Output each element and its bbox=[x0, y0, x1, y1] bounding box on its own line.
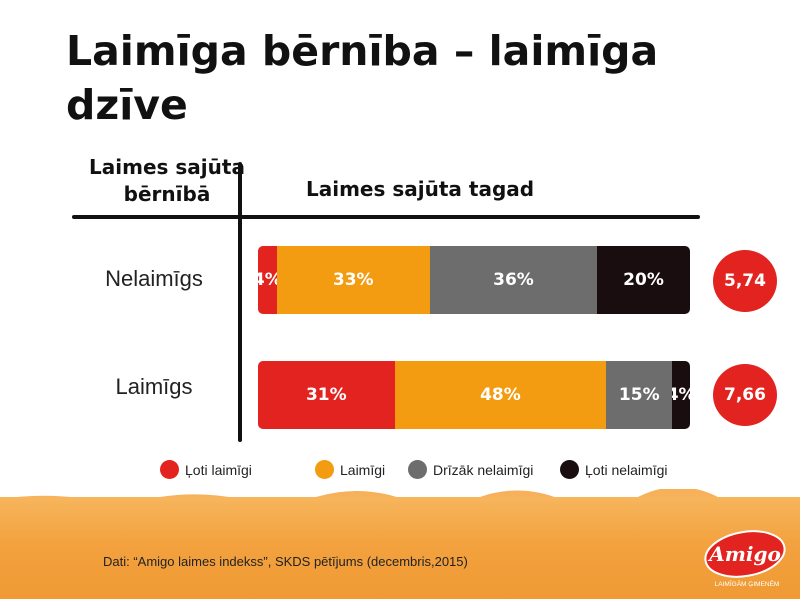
data-label: 36% bbox=[493, 270, 534, 290]
legend-label: Ļoti nelaimīgi bbox=[585, 461, 668, 478]
chart-legend: Ļoti laimīgi Laimīgi Drīzāk nelaimīgi Ļo… bbox=[160, 460, 720, 482]
data-label: 33% bbox=[332, 270, 374, 290]
header-divider-line bbox=[72, 215, 700, 219]
bar-segment: 48% bbox=[394, 361, 607, 429]
bar-segment: 4% bbox=[672, 361, 690, 429]
row-divider-line bbox=[238, 162, 242, 442]
logo-wordmark: Amigo bbox=[707, 542, 781, 566]
legend-item: Laimīgi bbox=[315, 460, 385, 479]
data-label: 48% bbox=[480, 385, 521, 405]
amigo-logo: Amigo LAIMĪGĀM ĢIMENĒM bbox=[704, 530, 786, 588]
bar-segment: 4% bbox=[258, 246, 277, 314]
legend-swatch bbox=[560, 460, 579, 479]
legend-item: Drīzāk nelaimīgi bbox=[408, 460, 533, 479]
index-value-badge: 7,66 bbox=[713, 364, 777, 426]
legend-label: Drīzāk nelaimīgi bbox=[433, 461, 534, 478]
data-label: 20% bbox=[623, 270, 664, 290]
bar-segment: 31% bbox=[258, 361, 395, 429]
bar-segment: 15% bbox=[606, 361, 673, 429]
data-label: 31% bbox=[305, 385, 347, 405]
slide-title: Laimīga bērnība – laimīga dzīve bbox=[66, 27, 659, 129]
legend-item: Ļoti nelaimīgi bbox=[560, 460, 668, 479]
source-note: Dati: “Amigo laimes indekss”, SKDS pētīj… bbox=[103, 554, 468, 569]
data-label: 4% bbox=[672, 385, 690, 405]
bar-segment: 36% bbox=[429, 246, 598, 314]
column-axis-header: Laimes sajūta tagad bbox=[306, 177, 535, 201]
bar-segment: 20% bbox=[597, 246, 690, 314]
row-label-unhappy: Nelaimīgs bbox=[105, 266, 203, 291]
legend-label: Ļoti laimīgi bbox=[185, 461, 252, 478]
bar-segment: 33% bbox=[276, 246, 430, 314]
row-label-happy: Laimīgs bbox=[115, 374, 193, 399]
legend-swatch bbox=[315, 460, 334, 479]
data-label: 4% bbox=[258, 270, 277, 290]
footer-band bbox=[0, 497, 800, 599]
index-value-badge: 5,74 bbox=[713, 250, 777, 312]
legend-swatch bbox=[408, 460, 427, 479]
row-axis-header: Laimes sajūta bērnībā bbox=[89, 155, 245, 206]
legend-item: Ļoti laimīgi bbox=[160, 460, 252, 479]
stacked-bar-unhappy: 4% 33% 36% 20% bbox=[258, 246, 690, 314]
legend-swatch bbox=[160, 460, 179, 479]
logo-tagline: LAIMĪGĀM ĢIMENĒM bbox=[715, 580, 780, 588]
stacked-bar-happy: 31% 48% 15% 4% bbox=[258, 361, 690, 429]
legend-label: Laimīgi bbox=[340, 461, 386, 478]
data-label: 15% bbox=[618, 385, 660, 405]
